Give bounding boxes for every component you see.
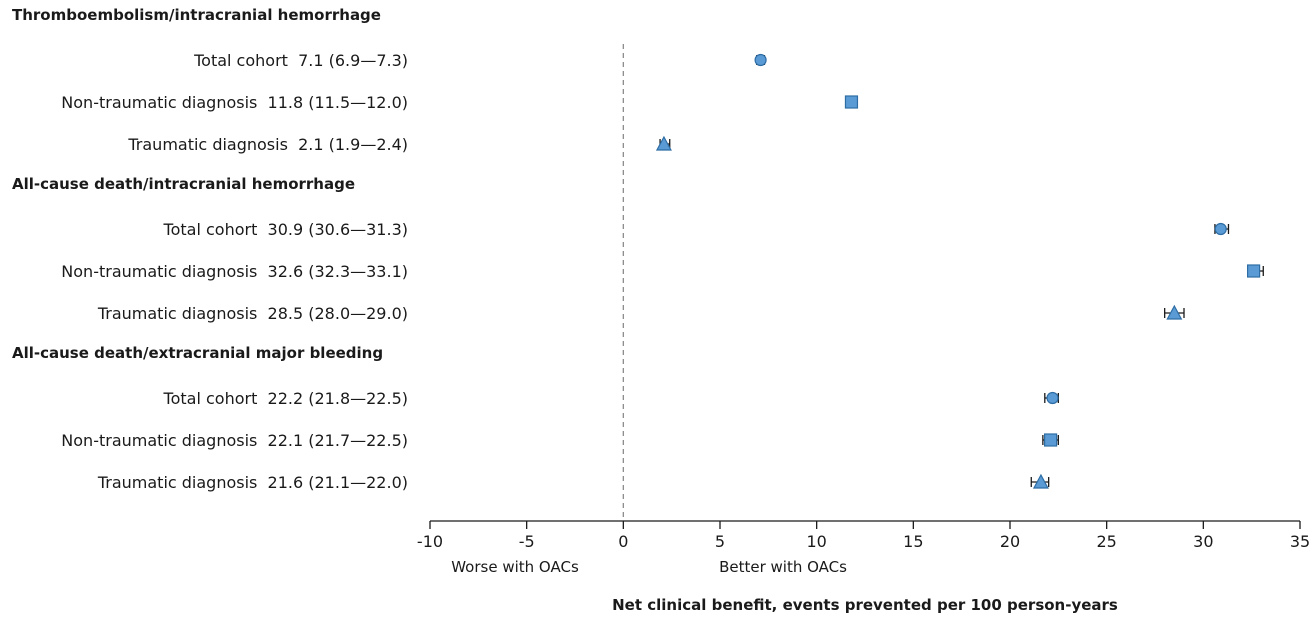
row-value: 22.2 (21.8—22.5) <box>268 389 408 408</box>
point-estimate-circle <box>1046 391 1059 405</box>
point-estimate-square <box>844 95 859 109</box>
row-value: 22.1 (21.7—22.5) <box>268 431 408 450</box>
row-value: 32.6 (32.3—33.1) <box>268 262 408 281</box>
row-name: Traumatic diagnosis <box>127 135 288 154</box>
x-tick-label: 0 <box>618 532 628 551</box>
row-name: Total cohort <box>163 389 258 408</box>
row-name: Non-traumatic diagnosis <box>61 93 257 112</box>
x-tick-label: -5 <box>519 532 535 551</box>
row-label: Total cohort 7.1 (6.9—7.3) <box>193 51 408 70</box>
worse-with-oacs-label: Worse with OACs <box>451 558 579 576</box>
label-gap <box>257 304 267 323</box>
row-value: 28.5 (28.0—29.0) <box>268 304 408 323</box>
row-name: Non-traumatic diagnosis <box>61 431 257 450</box>
label-gap <box>257 220 267 239</box>
group: All-cause death/intracranial hemorrhage T… <box>12 175 1264 323</box>
x-axis-label: Net clinical benefit, events prevented p… <box>612 596 1118 614</box>
x-tick-label: 30 <box>1193 532 1213 551</box>
x-tick-label: 25 <box>1096 532 1116 551</box>
row-label: Traumatic diagnosis 21.6 (21.1—22.0) <box>97 473 408 492</box>
group-heading: All-cause death/intracranial hemorrhage <box>12 175 355 193</box>
forest-row: Traumatic diagnosis 2.1 (1.9—2.4) <box>127 135 672 154</box>
point-estimate-triangle <box>1032 473 1049 489</box>
label-gap <box>257 473 267 492</box>
row-label: Non-traumatic diagnosis 11.8 (11.5—12.0) <box>61 93 408 112</box>
point-estimate-square <box>1043 433 1058 447</box>
group: All-cause death/extracranial major bleed… <box>12 344 1059 492</box>
x-tick-label: -10 <box>417 532 443 551</box>
forest-row: Total cohort 22.2 (21.8—22.5) <box>163 389 1059 408</box>
x-tick-label: 20 <box>1000 532 1020 551</box>
forest-row: Non-traumatic diagnosis 11.8 (11.5—12.0) <box>61 93 859 112</box>
row-value: 30.9 (30.6—31.3) <box>268 220 408 239</box>
row-name: Total cohort <box>163 220 258 239</box>
group-heading: All-cause death/extracranial major bleed… <box>12 344 383 362</box>
forest-row: Non-traumatic diagnosis 32.6 (32.3—33.1) <box>61 262 1264 281</box>
label-gap <box>257 431 267 450</box>
better-with-oacs-label: Better with OACs <box>719 558 847 576</box>
label-gap <box>288 51 298 70</box>
forest-row: Total cohort 30.9 (30.6—31.3) <box>163 220 1230 239</box>
x-tick-label: 10 <box>806 532 826 551</box>
group-heading: Thromboembolism/intracranial hemorrhage <box>12 6 381 24</box>
label-gap <box>288 135 298 154</box>
point-estimate-circle <box>754 53 767 67</box>
point-estimate-triangle <box>1166 304 1183 320</box>
group: Thromboembolism/intracranial hemorrhage T… <box>12 6 859 154</box>
row-label: Traumatic diagnosis 28.5 (28.0—29.0) <box>97 304 408 323</box>
x-tick-label: 35 <box>1290 532 1310 551</box>
row-value: 11.8 (11.5—12.0) <box>268 93 408 112</box>
row-value: 2.1 (1.9—2.4) <box>298 135 408 154</box>
label-gap <box>257 93 267 112</box>
row-value: 7.1 (6.9—7.3) <box>298 51 408 70</box>
row-label: Total cohort 22.2 (21.8—22.5) <box>163 389 408 408</box>
row-name: Traumatic diagnosis <box>97 304 258 323</box>
point-estimate-circle <box>1214 222 1227 236</box>
point-estimate-square <box>1246 264 1261 278</box>
row-label: Traumatic diagnosis 2.1 (1.9—2.4) <box>127 135 408 154</box>
row-name: Traumatic diagnosis <box>97 473 258 492</box>
forest-row: Traumatic diagnosis 21.6 (21.1—22.0) <box>97 473 1050 492</box>
x-axis-ticks: -10 -5 0 5 10 15 20 25 30 35 <box>417 521 1310 551</box>
forest-row: Non-traumatic diagnosis 22.1 (21.7—22.5) <box>61 431 1059 450</box>
x-tick-label: 5 <box>715 532 725 551</box>
row-label: Non-traumatic diagnosis 32.6 (32.3—33.1) <box>61 262 408 281</box>
row-name: Non-traumatic diagnosis <box>61 262 257 281</box>
label-gap <box>257 389 267 408</box>
label-gap <box>257 262 267 281</box>
x-tick-label: 15 <box>903 532 923 551</box>
point-estimate-triangle <box>655 135 672 151</box>
row-label: Total cohort 30.9 (30.6—31.3) <box>163 220 408 239</box>
row-value: 21.6 (21.1—22.0) <box>268 473 408 492</box>
forest-rows: Thromboembolism/intracranial hemorrhage T… <box>12 6 1264 492</box>
row-name: Total cohort <box>193 51 288 70</box>
forest-row: Traumatic diagnosis 28.5 (28.0—29.0) <box>97 304 1185 323</box>
forest-row: Total cohort 7.1 (6.9—7.3) <box>193 51 767 70</box>
row-label: Non-traumatic diagnosis 22.1 (21.7—22.5) <box>61 431 408 450</box>
